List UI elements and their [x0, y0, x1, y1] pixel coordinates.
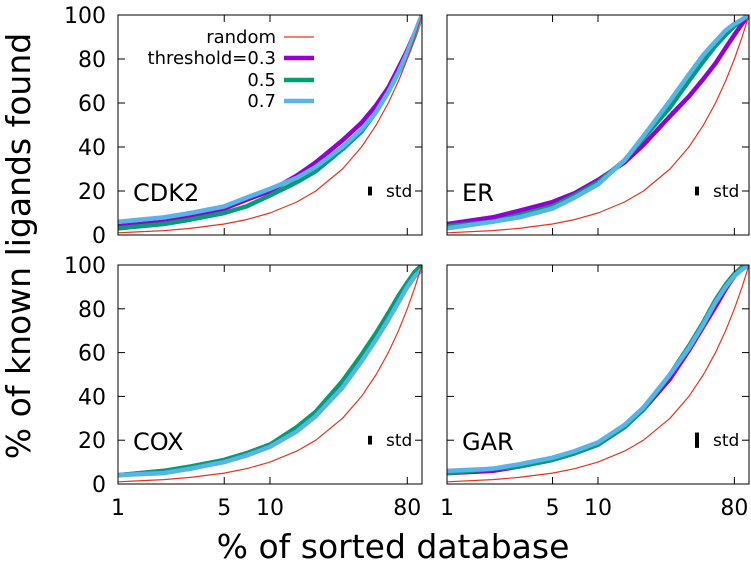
y-tick-label: 60: [78, 342, 106, 367]
legend-label: threshold=0.3: [148, 48, 276, 69]
series-line-threshold-0-3: [447, 15, 749, 227]
x-tick-label: 1: [440, 496, 454, 521]
legend-item: 0.7: [247, 91, 314, 112]
panel-cox: 1 5 10 80 0 20 40 60 80 100 COX std: [64, 254, 423, 521]
series-line-random: [447, 15, 749, 234]
y-tick-label: 40: [78, 385, 106, 410]
series-line-random: [447, 265, 749, 483]
legend-item: threshold=0.3: [148, 48, 314, 69]
legend-label: 0.5: [247, 70, 276, 91]
series-line-random: [118, 15, 422, 234]
std-label: std: [713, 182, 739, 202]
std-bar: [368, 186, 372, 196]
legend-item: random: [206, 27, 314, 48]
x-tick-label: 80: [393, 496, 421, 521]
panel-er: ER std: [446, 14, 750, 236]
x-tick-label: 10: [256, 496, 284, 521]
panel-label: GAR: [462, 428, 514, 456]
y-tick-label: 20: [78, 180, 106, 205]
y-axis-title: % of known ligands found: [0, 33, 38, 459]
panel-label: COX: [133, 428, 184, 456]
series-line-0-7: [447, 15, 749, 231]
legend-item: 0.5: [247, 70, 314, 91]
std-bar: [368, 435, 372, 445]
y-tick-label: 0: [92, 224, 106, 249]
legend-label: random: [206, 27, 276, 48]
panel-label: ER: [462, 179, 494, 207]
y-tick-label: 60: [78, 92, 106, 117]
y-tick-label: 100: [64, 254, 106, 279]
series-line-0-7: [118, 15, 422, 225]
x-tick-label: 5: [546, 496, 560, 521]
std-bar: [695, 432, 699, 448]
series-line-random: [118, 265, 422, 483]
std-label: std: [386, 182, 412, 202]
panel-label: CDK2: [133, 179, 199, 207]
y-tick-label: 100: [64, 4, 106, 29]
y-tick-label: 40: [78, 136, 106, 161]
x-tick-label: 1: [111, 496, 125, 521]
x-tick-label: 10: [584, 496, 612, 521]
std-bar: [695, 186, 699, 196]
x-tick-label: 5: [217, 496, 231, 521]
y-tick-label: 80: [78, 298, 106, 323]
y-tick-label: 0: [92, 473, 106, 498]
y-tick-label: 20: [78, 429, 106, 454]
x-tick-label: 80: [720, 496, 748, 521]
series-line-0-7: [447, 265, 749, 474]
series-line-0-7: [118, 267, 422, 478]
std-label: std: [386, 431, 412, 451]
std-label: std: [713, 431, 739, 451]
panel-gar: 1 5 10 80 GAR std: [440, 264, 750, 521]
x-axis-title: % of sorted database: [217, 527, 570, 566]
y-tick-label: 80: [78, 48, 106, 73]
legend-label: 0.7: [247, 91, 276, 112]
